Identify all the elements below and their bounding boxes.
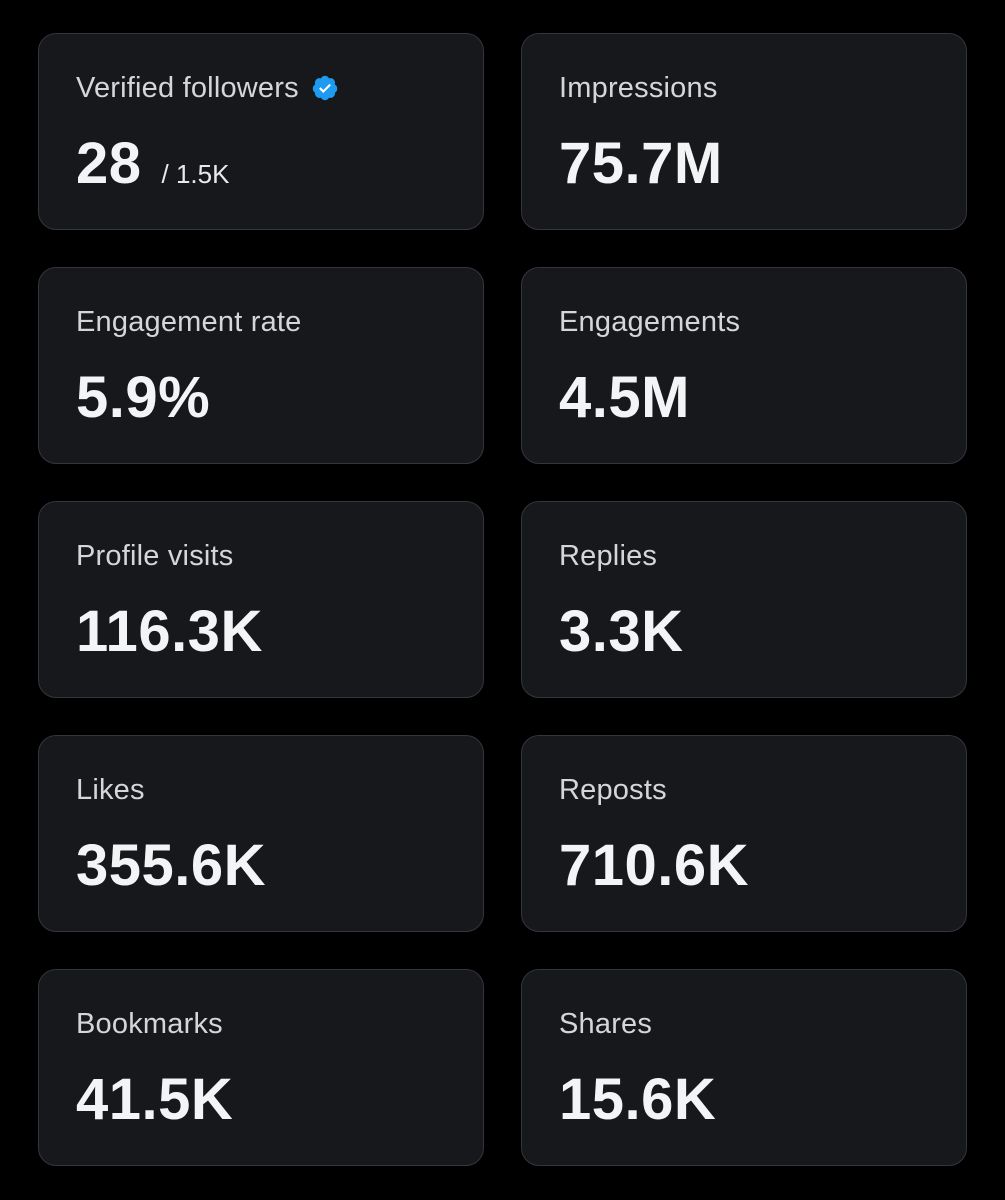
- card-value-row: 41.5K: [76, 1066, 483, 1134]
- card-value: 710.6K: [559, 833, 750, 898]
- card-label: Engagements: [559, 306, 741, 338]
- card-value: 355.6K: [76, 833, 267, 898]
- card-label: Impressions: [559, 72, 718, 104]
- metrics-grid: Verified followers 28 / 1.5K Impressions…: [38, 33, 968, 1166]
- card-value-row: 4.5M: [559, 364, 966, 432]
- card-label: Replies: [559, 540, 658, 572]
- card-label-row: Verified followers: [76, 70, 483, 106]
- replies-card[interactable]: Replies 3.3K: [521, 501, 967, 698]
- card-value-row: 116.3K: [76, 598, 483, 666]
- bookmarks-card[interactable]: Bookmarks 41.5K: [38, 969, 484, 1166]
- verified-followers-card[interactable]: Verified followers 28 / 1.5K: [38, 33, 484, 230]
- card-value: 28: [76, 131, 142, 196]
- card-label: Likes: [76, 774, 145, 806]
- verified-badge-icon: [311, 74, 339, 102]
- card-value: 41.5K: [76, 1067, 234, 1132]
- card-label: Reposts: [559, 774, 667, 806]
- impressions-card[interactable]: Impressions 75.7M: [521, 33, 967, 230]
- card-value-row: 28 / 1.5K: [76, 130, 483, 198]
- card-value-row: 75.7M: [559, 130, 966, 198]
- likes-card[interactable]: Likes 355.6K: [38, 735, 484, 932]
- card-value: 75.7M: [559, 131, 723, 196]
- card-value-row: 15.6K: [559, 1066, 966, 1134]
- card-label: Verified followers: [76, 72, 299, 104]
- profile-visits-card[interactable]: Profile visits 116.3K: [38, 501, 484, 698]
- engagements-card[interactable]: Engagements 4.5M: [521, 267, 967, 464]
- card-value: 3.3K: [559, 599, 684, 664]
- card-value-row: 710.6K: [559, 832, 966, 900]
- card-value: 15.6K: [559, 1067, 717, 1132]
- card-value-row: 355.6K: [76, 832, 483, 900]
- engagement-rate-card[interactable]: Engagement rate 5.9%: [38, 267, 484, 464]
- card-label: Shares: [559, 1008, 653, 1040]
- card-value: 5.9%: [76, 365, 211, 430]
- card-value-row: 5.9%: [76, 364, 483, 432]
- card-label: Profile visits: [76, 540, 234, 572]
- reposts-card[interactable]: Reposts 710.6K: [521, 735, 967, 932]
- card-value-row: 3.3K: [559, 598, 966, 666]
- card-value: 4.5M: [559, 365, 690, 430]
- card-label: Engagement rate: [76, 306, 302, 338]
- shares-card[interactable]: Shares 15.6K: [521, 969, 967, 1166]
- card-subvalue: / 1.5K: [161, 159, 230, 189]
- card-value: 116.3K: [76, 599, 263, 664]
- card-label: Bookmarks: [76, 1008, 223, 1040]
